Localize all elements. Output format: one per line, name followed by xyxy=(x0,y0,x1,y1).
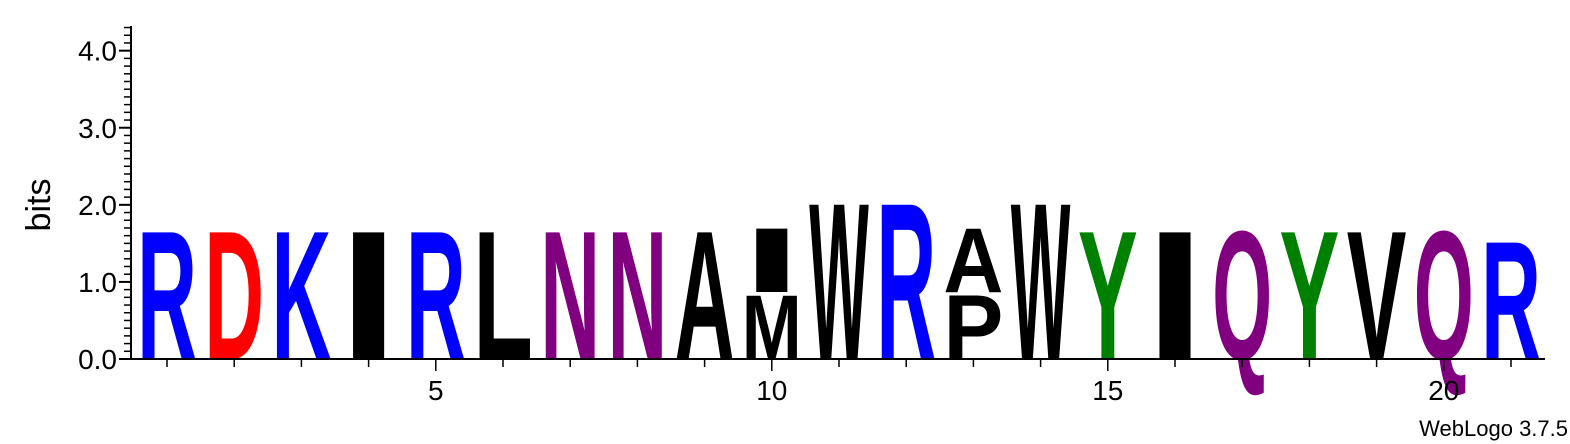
x-tick-label: 10 xyxy=(756,375,787,406)
logo-glyph-V: V xyxy=(1347,192,1407,398)
logo-glyph-R: R xyxy=(1481,207,1541,396)
logo-glyph-D: D xyxy=(204,194,264,399)
y-axis-label: bits xyxy=(20,179,58,232)
logo-glyph-A: A xyxy=(943,209,1003,312)
weblogo-credit: WebLogo 3.7.5 xyxy=(1419,416,1568,441)
y-tick-label: 3.0 xyxy=(78,113,117,144)
y-tick-label: 2.0 xyxy=(78,190,117,221)
logo-glyph-W: W xyxy=(809,156,869,406)
logo-glyph-N: N xyxy=(540,194,600,399)
x-tick-label: 15 xyxy=(1092,375,1123,406)
x-tick-label: 20 xyxy=(1428,375,1459,406)
logo-glyph-R: R xyxy=(876,156,936,407)
logo-glyph-W: W xyxy=(1011,156,1071,406)
y-tick-label: 0.0 xyxy=(78,344,117,375)
logo-glyph-R: R xyxy=(137,194,197,399)
y-tick-label: 4.0 xyxy=(78,36,117,67)
logo-glyph-N: N xyxy=(607,194,667,399)
logo-glyph-L: L xyxy=(473,193,533,399)
logo-glyph-I: I xyxy=(742,209,802,312)
x-tick-label: 5 xyxy=(428,375,444,406)
logo-glyph-Q: Q xyxy=(1212,192,1272,398)
logo-glyph-I: I xyxy=(339,193,399,398)
logo-glyph-A: A xyxy=(675,194,735,399)
logo-glyph-K: K xyxy=(271,194,331,399)
logo-glyph-Y: Y xyxy=(1279,193,1339,399)
logo-glyph-I: I xyxy=(1145,193,1205,398)
y-tick-label: 1.0 xyxy=(78,267,117,298)
